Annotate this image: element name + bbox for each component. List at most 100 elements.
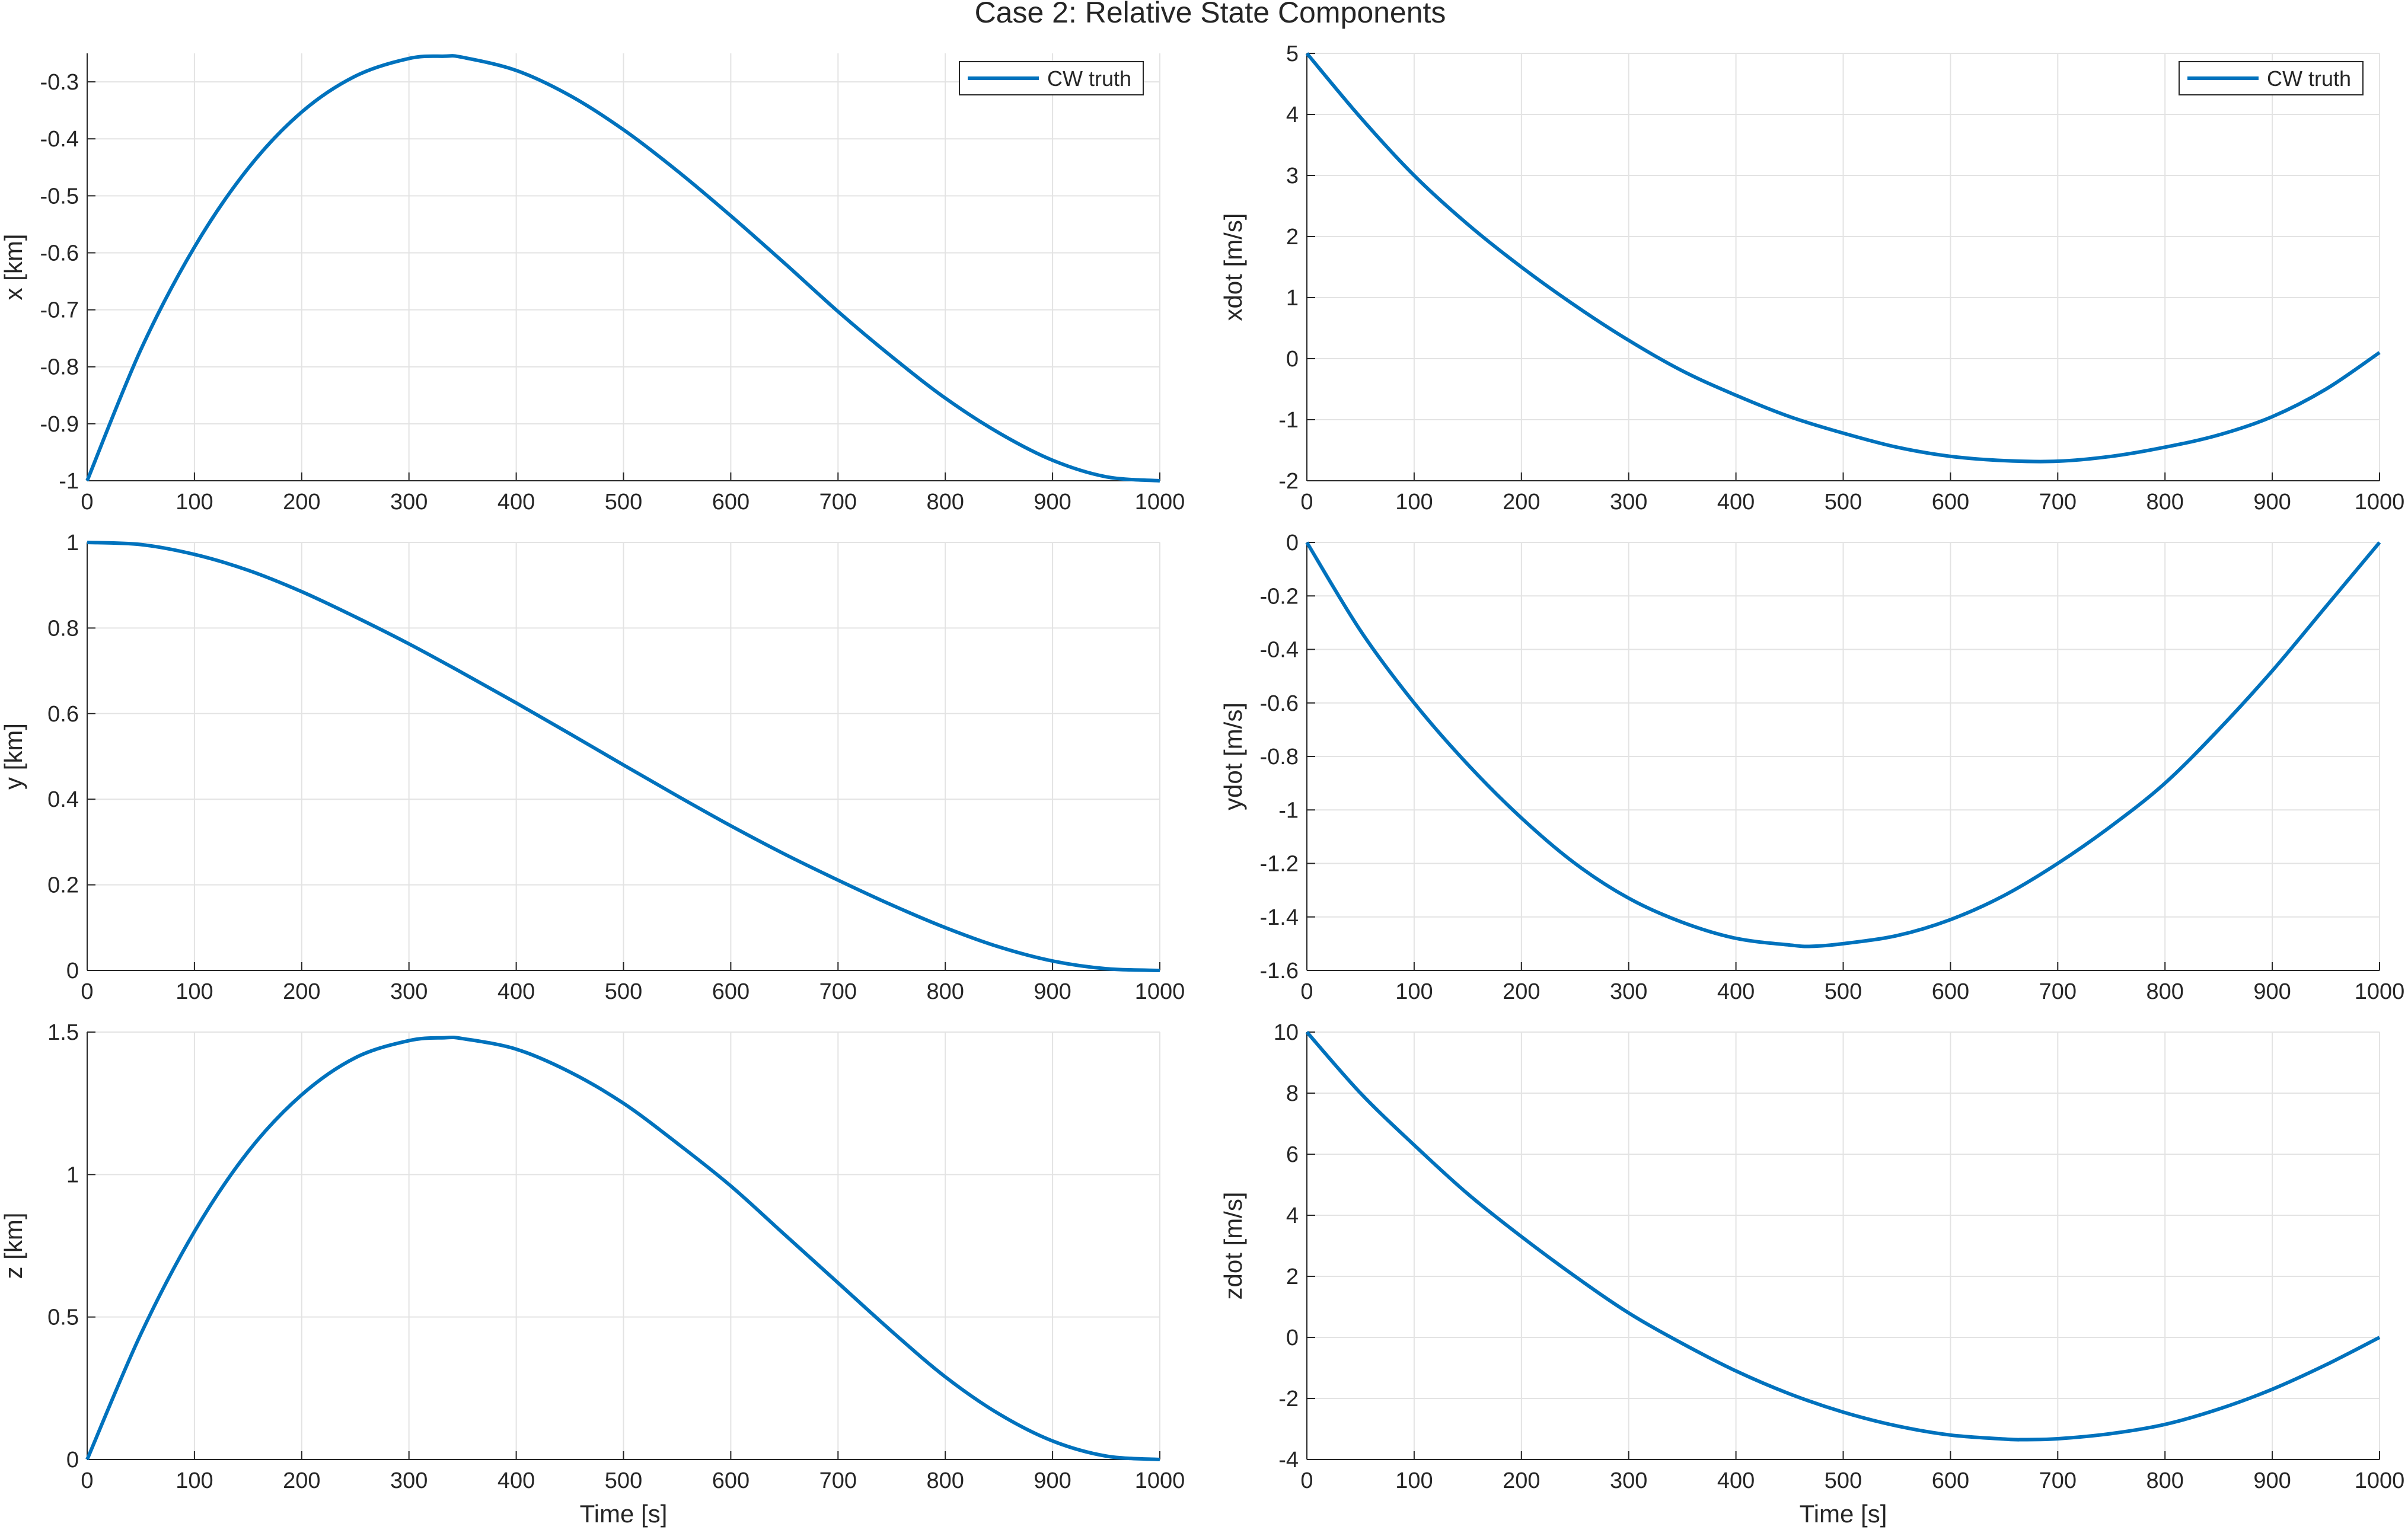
x-tick-label: 500 — [605, 1468, 642, 1493]
x-tick-label: 0 — [81, 1468, 93, 1493]
x-tick-label: 300 — [390, 490, 428, 515]
x-tick-label: 900 — [1034, 979, 1071, 1004]
x-tick-label: 200 — [283, 1468, 320, 1493]
subplot-ydot: 0 100 200 300 400 500 600 700 800 900 1000 -1.6 -1.4… — [1219, 531, 2404, 1004]
x-tick-label: 300 — [390, 979, 428, 1004]
x-axis-label: Time [s] — [1800, 1500, 1887, 1528]
x-tick-label: 100 — [176, 979, 213, 1004]
y-tick-label: 0 — [66, 959, 79, 983]
x-tick-label: 100 — [1395, 490, 1433, 515]
y-tick-label: 2 — [1286, 225, 1299, 250]
x-tick-label: 1000 — [1135, 1468, 1185, 1493]
subplot-zdot: 0 100 200 300 400 500 600 700 800 900 1000 -4 -2 0 2 4 6… — [1219, 1020, 2404, 1528]
x-tick-label: 1000 — [1135, 490, 1185, 515]
y-tick-label: -0.9 — [40, 412, 79, 437]
x-axis-label: Time [s] — [580, 1500, 668, 1528]
x-tick-label: 800 — [2146, 490, 2183, 515]
x-tick-label: 800 — [926, 1468, 964, 1493]
figure-title: Case 2: Relative State Components — [975, 0, 1446, 29]
x-tick-label: 700 — [819, 1468, 857, 1493]
x-tick-label: 300 — [1610, 1468, 1647, 1493]
subplot-xdot: 0 100 200 300 400 500 600 700 800 900 1000 -2 -1 0 1 2 3… — [1219, 41, 2404, 515]
x-tick-label: 200 — [1503, 1468, 1540, 1493]
subplot-y: 0 100 200 300 400 500 600 700 800 900 1000 0 0.2 0.4 0… — [0, 531, 1185, 1004]
x-tick-label: 900 — [1034, 490, 1071, 515]
x-tick-label: 100 — [1395, 979, 1433, 1004]
x-tick-label: 800 — [2146, 1468, 2183, 1493]
x-tick-label: 900 — [2253, 979, 2291, 1004]
y-tick-label: -1 — [59, 469, 79, 494]
x-tick-label: 100 — [176, 490, 213, 515]
x-tick-label: 200 — [283, 979, 320, 1004]
x-tick-label: 400 — [1717, 490, 1755, 515]
x-tick-label: 300 — [1610, 490, 1647, 515]
y-tick-label: -1 — [1278, 408, 1299, 433]
y-tick-label: -1 — [1278, 798, 1299, 823]
y-tick-label: 5 — [1286, 41, 1299, 66]
x-tick-label: 700 — [2039, 1468, 2077, 1493]
y-axis-label: xdot [m/s] — [1219, 213, 1247, 321]
subplot-z: 0 100 200 300 400 500 600 700 800 900 1000 0 0.5 1 1.5… — [0, 1020, 1185, 1528]
y-tick-label: -4 — [1278, 1448, 1299, 1473]
y-tick-label: -0.7 — [40, 298, 79, 323]
x-tick-label: 900 — [2253, 1468, 2291, 1493]
y-tick-label: -0.6 — [40, 241, 79, 266]
x-tick-label: 1000 — [2355, 979, 2405, 1004]
x-tick-label: 400 — [497, 490, 535, 515]
x-tick-label: 700 — [819, 979, 857, 1004]
x-tick-label: 100 — [1395, 1468, 1433, 1493]
x-tick-label: 600 — [1932, 1468, 1969, 1493]
x-tick-label: 500 — [1825, 979, 1862, 1004]
x-tick-label: 600 — [1932, 979, 1969, 1004]
series-line-ydot — [1305, 541, 2381, 948]
x-tick-label: 1000 — [2355, 490, 2405, 515]
y-axis-label: ydot [m/s] — [1219, 702, 1247, 810]
y-tick-label: -0.8 — [40, 355, 79, 380]
x-tick-label: 0 — [81, 979, 93, 1004]
y-tick-label: 1.5 — [47, 1020, 79, 1045]
series-line-xdot — [1305, 52, 2381, 464]
y-tick-label: 4 — [1286, 1203, 1299, 1228]
y-tick-label: 1 — [66, 531, 79, 555]
y-tick-label: 0.8 — [47, 616, 79, 641]
x-tick-label: 900 — [1034, 1468, 1071, 1493]
x-tick-label: 900 — [2253, 490, 2291, 515]
x-tick-label: 700 — [2039, 979, 2077, 1004]
x-tick-label: 800 — [2146, 979, 2183, 1004]
y-tick-label: -0.5 — [40, 184, 79, 209]
x-tick-label: 400 — [1717, 979, 1755, 1004]
y-tick-label: 4 — [1286, 103, 1299, 127]
x-tick-label: 200 — [1503, 490, 1540, 515]
legend: CW truth — [959, 61, 1144, 95]
y-tick-label: 0 — [1286, 1326, 1299, 1350]
legend-entry: CW truth — [1047, 66, 1131, 91]
x-tick-label: 1000 — [1135, 979, 1185, 1004]
x-tick-label: 0 — [1300, 490, 1313, 515]
x-tick-label: 400 — [497, 979, 535, 1004]
y-tick-label: 0.6 — [47, 702, 79, 727]
x-tick-label: 600 — [1932, 490, 1969, 515]
y-tick-label: 10 — [1274, 1020, 1299, 1045]
x-tick-label: 500 — [605, 979, 642, 1004]
x-tick-label: 300 — [1610, 979, 1647, 1004]
x-tick-label: 500 — [1825, 1468, 1862, 1493]
x-tick-label: 600 — [712, 979, 749, 1004]
x-tick-label: 300 — [390, 1468, 428, 1493]
y-tick-label: 6 — [1286, 1142, 1299, 1167]
legend-entry: CW truth — [2267, 66, 2351, 91]
x-tick-label: 0 — [1300, 979, 1313, 1004]
y-tick-label: -0.4 — [40, 127, 79, 152]
y-tick-label: 0 — [1286, 531, 1299, 555]
subplot-grid: 0 100 200 300 400 500 600 700 800 900 1000-1-0.9-0… — [0, 41, 2404, 1528]
y-axis-label: x [km] — [0, 234, 27, 301]
x-tick-label: 200 — [1503, 979, 1540, 1004]
y-tick-label: 8 — [1286, 1081, 1299, 1106]
y-tick-label: -0.3 — [40, 70, 79, 95]
x-tick-label: 100 — [176, 1468, 213, 1493]
legend-box — [959, 61, 1144, 95]
y-tick-label: -2 — [1278, 469, 1299, 494]
x-tick-label: 200 — [283, 490, 320, 515]
x-tick-label: 400 — [1717, 1468, 1755, 1493]
x-tick-label: 500 — [1825, 490, 1862, 515]
